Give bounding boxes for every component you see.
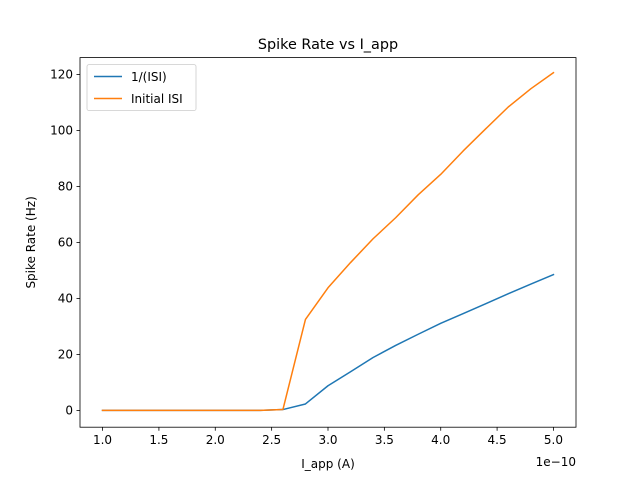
y-tick-label: 0 — [65, 404, 73, 418]
x-axis-label: I_app (A) — [301, 457, 355, 471]
plot-lines — [101, 71, 555, 412]
x-tick-label: 3.0 — [318, 433, 337, 447]
x-axis: 1.0 1.5 2.0 2.5 3.0 3.5 4.0 4.5 5.0 — [93, 427, 563, 447]
x-tick-label: 4.0 — [431, 433, 450, 447]
y-axis: 0 20 40 60 80 100 120 — [50, 68, 80, 418]
y-tick-label: 120 — [50, 68, 73, 82]
x-tick-label: 3.5 — [375, 433, 394, 447]
axes-frame — [79, 57, 577, 428]
x-tick-label: 2.0 — [206, 433, 225, 447]
x-tick-label: 1.5 — [149, 433, 168, 447]
x-tick-label: 5.0 — [544, 433, 563, 447]
x-offset-label: 1e−10 — [536, 455, 576, 469]
series-line-initial-isi — [101, 71, 555, 412]
legend-label-1-isi: 1/(ISI) — [131, 70, 167, 84]
y-tick-label: 80 — [58, 180, 73, 194]
x-tick-label: 1.0 — [93, 433, 112, 447]
y-tick-label: 40 — [58, 292, 73, 306]
y-tick-label: 100 — [50, 124, 73, 138]
legend: 1/(ISI) Initial ISI — [86, 64, 197, 111]
y-tick-label: 20 — [58, 348, 73, 362]
chart-title: Spike Rate vs I_app — [258, 37, 398, 53]
x-tick-label: 2.5 — [262, 433, 281, 447]
x-tick-label: 4.5 — [488, 433, 507, 447]
y-axis-label: Spike Rate (Hz) — [24, 196, 38, 288]
legend-label-initial-isi: Initial ISI — [131, 92, 183, 106]
y-tick-label: 60 — [58, 236, 73, 250]
